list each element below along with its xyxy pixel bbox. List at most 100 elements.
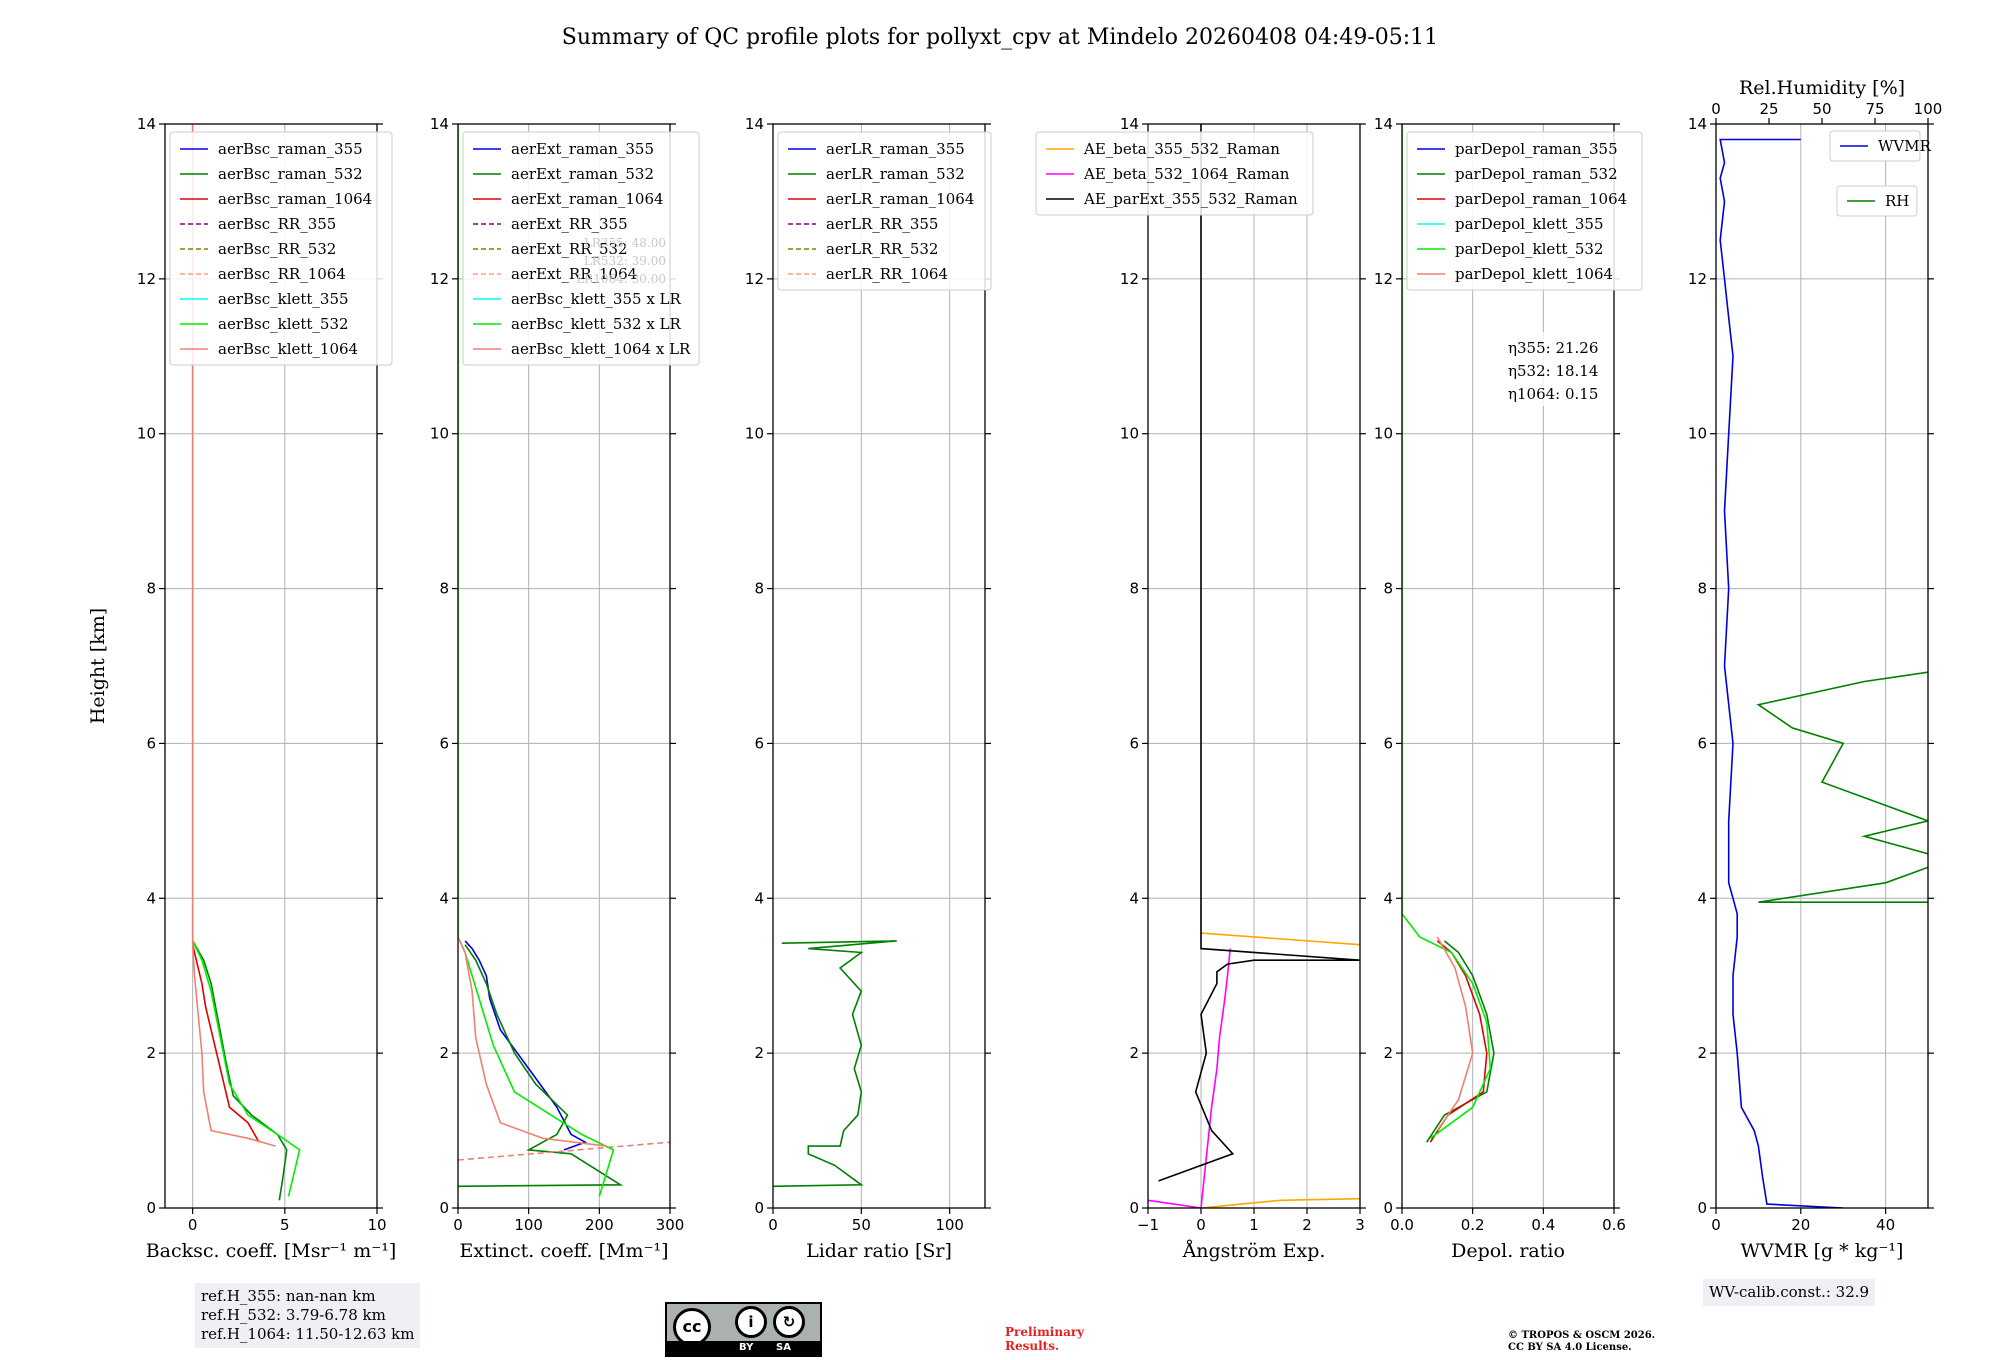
ytick-label: 2	[754, 1044, 764, 1062]
top-xtick-label: 100	[1914, 100, 1943, 118]
ytick-label: 8	[1129, 580, 1139, 598]
series-line-aerBsc_klett_1064 x LR	[458, 936, 607, 1147]
xtick-label: 0	[188, 1216, 198, 1234]
ytick-label: 0	[439, 1199, 449, 1217]
xtick-label: 20	[1791, 1216, 1810, 1234]
ytick-label: 4	[1697, 889, 1707, 907]
xtick-label: 100	[935, 1216, 964, 1234]
series-group	[458, 124, 670, 1197]
cc-by-label: BY	[739, 1342, 754, 1353]
ytick-label: 14	[745, 115, 764, 133]
lr-label: LR532: 39.00	[584, 254, 666, 268]
legend-label: aerBsc_RR_355	[218, 215, 336, 233]
legend-box-wvmr: WVMR	[1829, 130, 1932, 162]
xtick-label: 5	[280, 1216, 290, 1234]
xtick-label: 100	[514, 1216, 543, 1234]
legend-label: aerExt_RR_1064	[511, 265, 637, 283]
series-line-aerBsc_raman_532	[192, 940, 288, 1201]
ytick-label: 12	[1120, 270, 1139, 288]
x-axis-label: Ångström Exp.	[1182, 1240, 1326, 1262]
ytick-label: 8	[1383, 580, 1393, 598]
eta-label: η532: 18.14	[1508, 362, 1598, 380]
cc-license-badge[interactable]: cc i ↻ BY SA	[665, 1302, 822, 1357]
axes-frame	[1715, 123, 1929, 1209]
copyright-line-1: © TROPOS & OSCM 2026.	[1508, 1330, 1656, 1341]
legend-label: aerBsc_klett_532	[218, 315, 349, 333]
legend-label: parDepol_raman_532	[1455, 165, 1618, 183]
series-line-aerLR_raman_532	[773, 940, 897, 1188]
ytick-label: 2	[1697, 1044, 1707, 1062]
legend-label: aerExt_raman_1064	[511, 190, 664, 208]
xtick-label: 0.6	[1602, 1216, 1626, 1234]
series-group	[773, 940, 897, 1188]
xtick-label: 0	[1711, 1216, 1721, 1234]
legend-label: aerBsc_raman_355	[218, 140, 363, 158]
legend-label: parDepol_klett_532	[1455, 240, 1604, 258]
legend-label: aerLR_RR_532	[826, 240, 938, 258]
ytick-label: 10	[137, 425, 156, 443]
series-line-WVMR	[1719, 138, 1844, 1208]
eta-label: η355: 21.26	[1508, 339, 1598, 357]
top-xtick-label: 25	[1759, 100, 1778, 118]
series-line-AE_parExt_355_532_Raman	[1158, 124, 1360, 1182]
xtick-label: 50	[852, 1216, 871, 1234]
share-alike-icon: ↻	[773, 1306, 805, 1338]
legend-label: aerBsc_RR_532	[218, 240, 336, 258]
panel-lidar_ratio: 0 2 4 6 8 10 12 14 0 50 100 Lidar ratio [Sr] aerLR_r…	[745, 115, 992, 1262]
wv-calib-box: WV-calib.const.: 32.9	[1703, 1279, 1876, 1306]
legend: parDepol_raman_355 parDepol_raman_532 parD…	[1406, 131, 1643, 291]
legend-label: aerExt_RR_355	[511, 215, 628, 233]
legend-label: aerLR_RR_1064	[826, 265, 948, 283]
ytick-label: 8	[754, 580, 764, 598]
copyright-note: © TROPOS & OSCM 2026. CC BY SA 4.0 Licen…	[1508, 1330, 1655, 1354]
legend-label: aerBsc_klett_1064	[218, 340, 358, 358]
series-group	[1148, 124, 1360, 1208]
ytick-label: 14	[430, 115, 449, 133]
legend-frame	[1035, 131, 1314, 216]
eta-label: η1064: 0.15	[1508, 385, 1598, 403]
legend: aerBsc_raman_355 aerBsc_raman_532 aerBsc_r…	[169, 131, 393, 366]
xtick-label: 3	[1355, 1216, 1365, 1234]
series-group	[1402, 124, 1495, 1143]
ytick-label: 4	[146, 889, 156, 907]
ytick-label: 14	[1374, 115, 1393, 133]
ytick-label: 2	[1383, 1044, 1393, 1062]
ytick-label: 0	[1697, 1199, 1707, 1217]
panel-depolarization: 0 2 4 6 8 10 12 14 0.0 0.2 0.4 0.6 Depol. ratio parDe…	[1374, 115, 1643, 1262]
top-x-axis-label: Rel.Humidity [%]	[1739, 77, 1905, 99]
lr-label: LR355: 48.00	[584, 236, 666, 250]
legend-label: aerBsc_raman_1064	[218, 190, 372, 208]
ytick-label: 2	[1129, 1044, 1139, 1062]
top-xtick-label: 75	[1865, 100, 1884, 118]
ytick-label: 2	[439, 1044, 449, 1062]
ytick-label: 14	[1688, 115, 1707, 133]
ref-height-532: ref.H_532: 3.79-6.78 km	[201, 1306, 386, 1324]
series-line-parDepol_klett_1064	[1436, 936, 1474, 1132]
legend-label: AE_beta_532_1064_Raman	[1083, 165, 1290, 183]
legend-label: parDepol_raman_355	[1455, 140, 1618, 158]
xtick-label: 0.2	[1461, 1216, 1485, 1234]
legend-label: aerExt_RR_532	[511, 240, 628, 258]
xtick-label: 0.4	[1531, 1216, 1555, 1234]
legend: aerExt_raman_355 aerExt_raman_532 aerExt_r…	[462, 131, 700, 366]
legend-label: AE_beta_355_532_Raman	[1083, 140, 1280, 158]
x-axis-label: Backsc. coeff. [Msr⁻¹ m⁻¹]	[146, 1240, 397, 1262]
ytick-label: 12	[745, 270, 764, 288]
ytick-label: 12	[1374, 270, 1393, 288]
ref-height-355: ref.H_355: nan-nan km	[201, 1287, 376, 1305]
panel-extinction: 0 2 4 6 8 10 12 14 0 100 200 300 Extinct. coeff. [Mm…	[430, 115, 700, 1262]
cc-sa-label: SA	[776, 1342, 791, 1353]
copyright-line-2: CC BY SA 4.0 License.	[1508, 1342, 1632, 1353]
ytick-label: 4	[754, 889, 764, 907]
series-line-aerExt_raman_532	[458, 944, 624, 1188]
xtick-label: 0	[768, 1216, 778, 1234]
series-line-parDepol_klett_532	[1402, 124, 1492, 1139]
legend-label: aerBsc_RR_1064	[218, 265, 346, 283]
series-line-AE_beta_355_532_Raman	[1200, 1197, 1360, 1208]
xtick-label: 0	[1196, 1216, 1206, 1234]
legend: aerLR_raman_355 aerLR_raman_532 aerLR_rama…	[777, 131, 992, 291]
y-axis-label: Height [km]	[87, 608, 109, 724]
series-line-parDepol_raman_1064	[1429, 940, 1488, 1143]
